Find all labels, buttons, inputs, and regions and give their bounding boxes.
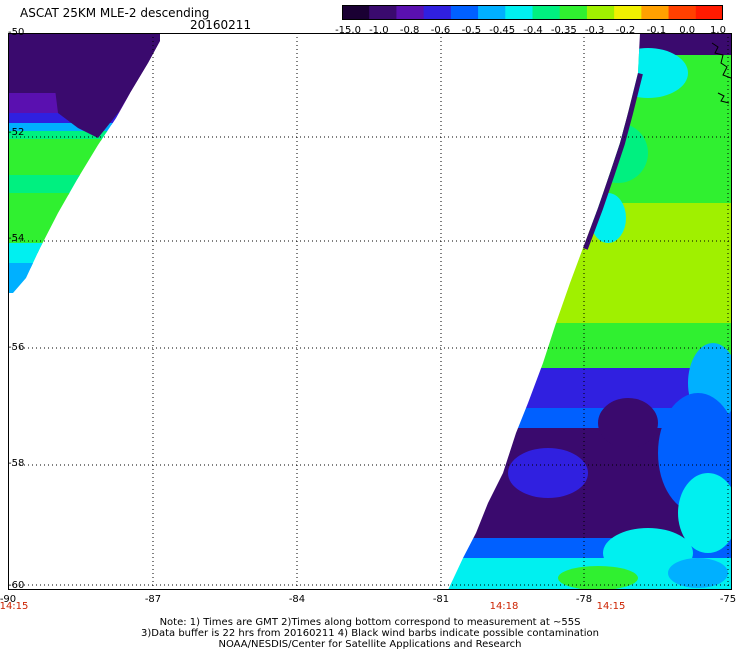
colorbar-tick-label: -0.45 [489,25,516,36]
colorbar-tick-label: -15.0 [335,25,361,36]
colorbar-swatch [532,5,561,20]
colorbar-tick-label: 0.0 [679,25,696,36]
colorbar-tick-label: -0.4 [523,25,543,36]
swath-cell [448,55,732,115]
colorbar-swatch [396,5,425,20]
lat-label: -60 [8,580,25,591]
footer-note-2: 3)Data buffer is 22 hrs from 20160211 4)… [141,628,599,639]
left-swath [8,33,160,293]
time-label: 14:15 [0,601,29,612]
colorbar-swatch [450,5,479,20]
colorbar-tick-label: -0.1 [646,25,667,36]
lat-label: -56 [8,342,25,353]
swath-cell [603,528,693,578]
colorbar-tick-label: -0.6 [430,25,451,36]
colorbar-tick-label: -0.8 [399,25,420,36]
swath-cell [8,131,160,141]
swath-cell [448,113,732,213]
lon-label: -87 [144,594,162,605]
lat-label: -54 [8,233,25,244]
colorbar-swatch [369,5,398,20]
colorbar-tick-label: -1.0 [369,25,389,36]
swath-cell [508,448,588,498]
coastline [711,42,732,104]
colorbar [342,5,723,20]
map-frame [8,33,732,590]
lon-label: -90 [0,594,17,605]
colorbar-swatch [505,5,534,20]
colorbar-swatch [559,5,588,20]
lon-label: -81 [432,594,450,605]
lat-label: -50 [8,27,25,38]
colorbar-tick-label: -0.35 [550,25,577,36]
swath-cell [558,566,638,590]
colorbar-swatch [641,5,670,20]
lon-label: -75 [719,594,737,605]
lon-label: -78 [575,594,593,605]
swath-cell [448,203,732,323]
swath-cell [598,398,658,448]
swath-edge [578,71,643,250]
swath-cell [8,263,160,293]
lat-label: -52 [8,127,25,138]
colorbar-tick-label: -0.2 [615,25,636,36]
colorbar-tick-label: 1.0 [710,25,726,36]
swath-cell [48,33,160,138]
swath-cell [8,175,160,195]
colorbar-swatch [342,5,370,20]
map-date: 20160211 [190,18,252,32]
colorbar-swatch [695,5,723,20]
lon-label: -84 [288,594,306,605]
colorbar-tick-label: -0.3 [584,25,605,36]
time-label: 14:18 [489,601,519,612]
colorbar-tick-label: -0.5 [461,25,482,36]
swath-cell [678,473,732,553]
swath-cell [448,323,732,368]
colorbar-swatch [586,5,615,20]
swath-cell [608,48,688,98]
swath-cell [668,558,728,588]
lat-label: -58 [8,458,25,469]
swath-cell [8,139,160,179]
swath-cell [448,33,732,55]
colorbar-swatch [668,5,697,20]
colorbar-swatch [614,5,642,20]
footer-note-1: Note: 1) Times are GMT 2)Times along bot… [159,617,581,628]
colorbar-swatch [423,5,452,20]
colorbar-swatch [478,5,506,20]
time-label: 14:15 [596,601,626,612]
swath-map [8,33,732,590]
map-title: ASCAT 25KM MLE-2 descending [20,6,210,20]
right-swath [448,33,732,590]
footer-credit: NOAA/NESDIS/Center for Satellite Applica… [218,639,522,650]
